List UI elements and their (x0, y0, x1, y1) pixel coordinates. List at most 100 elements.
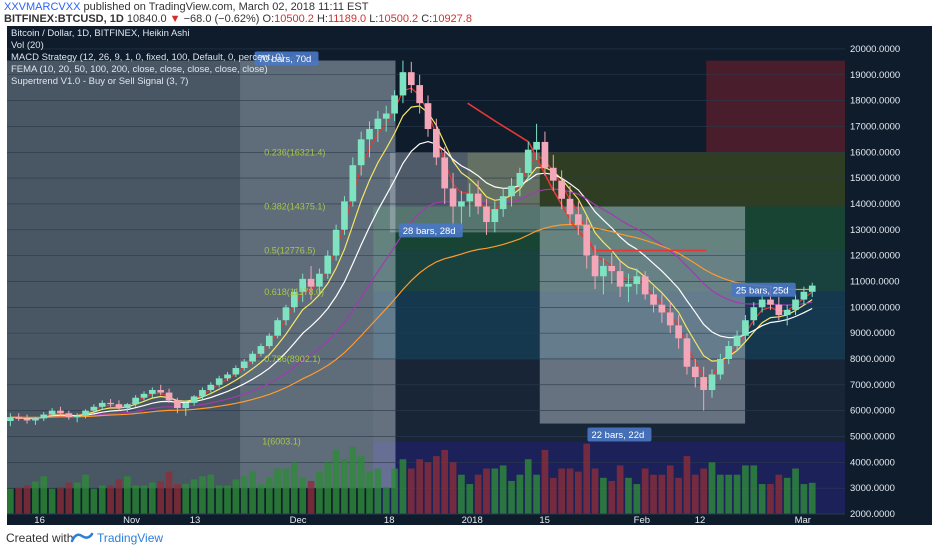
y-tick-label: 18000.0000 (850, 96, 900, 107)
price-chart[interactable]: 0(19550.0)0.236(16321.4)0.382(14375.1)0.… (7, 26, 932, 525)
indicator-fema[interactable]: FEMA (10, 20, 50, 100, 200, close, close… (11, 64, 268, 75)
indicator-title[interactable]: Bitcoin / Dollar, 1D, BITFINEX, Heikin A… (11, 28, 190, 39)
y-tick-label: 19000.0000 (850, 70, 900, 81)
x-tick-label: 2018 (462, 515, 483, 525)
volume-bar (566, 468, 574, 514)
candle (357, 139, 365, 166)
volume-bar (357, 456, 365, 514)
bar-count-label-3: 25 bars, 25d (736, 285, 789, 296)
volume-bar (658, 474, 666, 514)
candle (324, 255, 332, 274)
candle (725, 346, 733, 359)
indicator-macd[interactable]: MACD Strategy (12, 26, 9, 1, 0, fixed, 1… (11, 52, 284, 63)
moving-average-line (10, 223, 813, 419)
volume-bar (182, 484, 190, 514)
indicator-volume[interactable]: Vol (20) (11, 40, 44, 51)
volume-bar (391, 468, 398, 514)
volume-bar (700, 468, 707, 514)
volume-bar (307, 480, 315, 514)
volume-bar (717, 474, 724, 514)
y-tick-label: 2000.0000 (850, 509, 895, 520)
volume-bar (366, 471, 373, 514)
tradingview-brand[interactable]: TradingView (97, 531, 164, 545)
volume-bar (600, 477, 607, 514)
volume-bar (282, 468, 290, 514)
volume-bar (174, 484, 181, 514)
candle (316, 273, 323, 287)
volume-bar (48, 488, 56, 514)
volume-bar (758, 484, 766, 514)
fib-label-4: 0.618(11178.0) (264, 287, 324, 297)
y-axis-panel (845, 26, 932, 525)
volume-bar (32, 481, 39, 514)
tradingview-logo-icon[interactable] (70, 530, 94, 544)
candle (73, 415, 81, 418)
candle (783, 309, 791, 316)
moving-average-line (10, 140, 813, 419)
volume-bar (399, 459, 407, 514)
fib-label-2: 0.382(14375.1) (264, 202, 325, 212)
candle (132, 397, 139, 405)
candle (533, 141, 540, 150)
volume-bar (533, 474, 540, 514)
volume-bar (424, 462, 432, 514)
close-value: 10927.8 (432, 13, 472, 25)
volume-bar (190, 479, 198, 514)
candle (199, 389, 206, 397)
candle (391, 95, 398, 114)
y-tick-label: 13000.0000 (850, 225, 900, 236)
symbol: BITFINEX:BTCUSD, 1D (4, 13, 124, 25)
candle (65, 413, 73, 418)
change: −68.0 (−0.62%) (183, 13, 260, 25)
volume-bar (374, 468, 382, 514)
candle (416, 85, 423, 104)
volume-bar (767, 484, 774, 514)
volume-bar (73, 482, 81, 514)
y-tick-label: 16000.0000 (850, 147, 900, 158)
fib-label-3: 0.5(12776.5) (264, 245, 315, 255)
candle (240, 361, 248, 369)
candle (466, 193, 474, 202)
candle (174, 400, 181, 409)
candle (232, 368, 240, 375)
volume-bar (349, 446, 357, 514)
volume-bar (291, 462, 298, 514)
candle (608, 265, 616, 272)
chart-canvas[interactable]: 0(19550.0)0.236(16321.4)0.382(14375.1)0.… (7, 26, 932, 525)
y-tick-label: 17000.0000 (850, 121, 900, 132)
candle (115, 404, 123, 409)
candle (190, 396, 198, 403)
volume-bar (625, 477, 632, 514)
fib-label-6: 1(6003.1) (262, 437, 301, 447)
zone-blue (373, 291, 845, 359)
bar-count-label-0: 70 bars, 70d (258, 54, 311, 65)
candle (274, 320, 281, 336)
volume-bar (508, 480, 515, 514)
bar-count-badge (398, 223, 463, 238)
low-label: L: (369, 13, 379, 25)
candle (516, 172, 524, 186)
volume-bar (232, 479, 240, 514)
candle (708, 374, 716, 390)
x-tick-label: 16 (34, 515, 45, 525)
candle (625, 284, 632, 287)
volume-bar (299, 477, 307, 514)
x-tick-label: 15 (539, 515, 550, 525)
volume-bar (641, 468, 649, 514)
indicator-supertrend[interactable]: Supertrend V1.0 - Buy or Sell Signal (3,… (11, 76, 189, 87)
volume-bar (240, 476, 248, 514)
volume-bar (616, 465, 624, 514)
candle (23, 418, 31, 421)
candle (349, 165, 357, 202)
candle (374, 118, 382, 130)
candle (524, 149, 532, 173)
y-tick-label: 5000.0000 (850, 431, 895, 442)
candle (491, 209, 499, 223)
bar-count-badge (254, 51, 319, 66)
candle (458, 201, 465, 207)
volume-bar (808, 482, 816, 514)
y-tick-label: 9000.0000 (850, 328, 895, 339)
candle (82, 410, 89, 416)
volume-bar (524, 459, 532, 514)
author-link[interactable]: XXVMARCVXX (4, 1, 81, 13)
